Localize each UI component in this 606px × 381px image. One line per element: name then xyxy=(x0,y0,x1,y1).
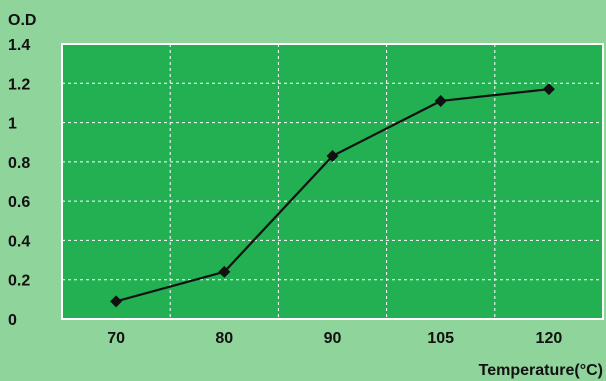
data-point-marker xyxy=(110,295,123,308)
x-tick-label: 90 xyxy=(324,330,342,347)
x-tick-label: 70 xyxy=(107,330,125,347)
x-axis-ticks: 70 80 90 105 120 xyxy=(107,330,562,347)
y-axis-title: O.D xyxy=(8,12,36,29)
grid xyxy=(62,44,603,319)
y-tick-label: 0.6 xyxy=(8,194,30,211)
y-tick-label: 1 xyxy=(8,116,17,133)
x-tick-label: 105 xyxy=(427,330,454,347)
data-point-marker xyxy=(218,265,231,278)
x-tick-label: 120 xyxy=(536,330,563,347)
x-tick-label: 80 xyxy=(215,330,233,347)
data-point-marker xyxy=(326,149,339,162)
y-tick-label: 0 xyxy=(8,312,17,329)
y-tick-label: 1.4 xyxy=(8,37,30,54)
x-axis-title: Temperature(°C) xyxy=(479,362,603,379)
plot-area xyxy=(61,43,604,320)
y-tick-label: 1.2 xyxy=(8,76,30,93)
y-axis-ticks: 0 0.2 0.4 0.6 0.8 1 1.2 1.4 xyxy=(8,37,30,329)
data-point-marker xyxy=(542,83,555,96)
y-tick-label: 0.8 xyxy=(8,155,30,172)
y-tick-label: 0.2 xyxy=(8,273,30,290)
y-tick-label: 0.4 xyxy=(8,233,30,250)
data-series xyxy=(110,83,555,308)
data-point-marker xyxy=(434,94,447,107)
